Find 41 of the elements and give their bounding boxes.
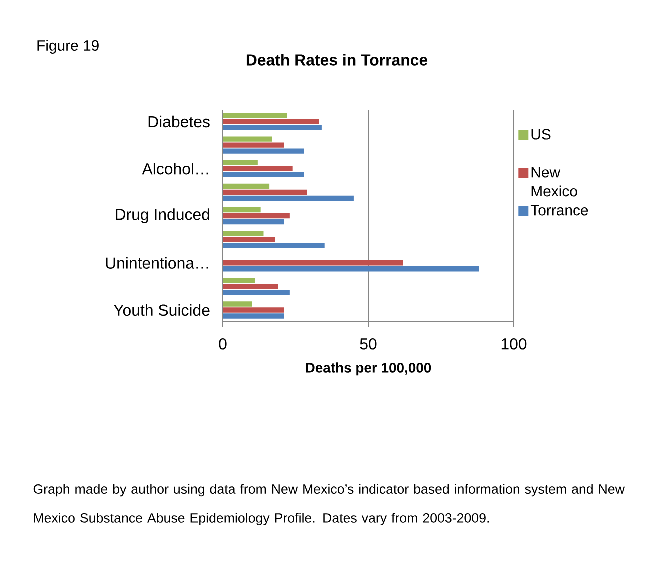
- bar: [223, 190, 308, 196]
- y-tick-label: Youth Suicide: [114, 304, 210, 316]
- legend-label: US: [532, 129, 551, 140]
- bar: [223, 290, 290, 296]
- bar: [223, 125, 322, 130]
- x-tick-label: 50: [360, 338, 377, 350]
- bar: [223, 160, 258, 166]
- bar: [223, 207, 261, 213]
- bar: [223, 136, 272, 142]
- y-tick-label: Diabetes: [148, 116, 210, 128]
- bar: [223, 302, 252, 307]
- bar: [223, 196, 354, 202]
- bar: [223, 213, 290, 219]
- bar: [223, 148, 304, 154]
- bar: [223, 278, 256, 284]
- x-tick-label: 100: [502, 338, 527, 350]
- y-tick-label: Alcohol…: [142, 163, 208, 175]
- bar: [223, 184, 270, 190]
- legend-label: Torrance: [530, 205, 588, 216]
- bar: [223, 266, 480, 272]
- y-tick-label: Drug Induced: [116, 208, 210, 224]
- bar: [223, 230, 264, 236]
- bar: [223, 172, 304, 178]
- bar: [223, 308, 284, 313]
- caption: Figure 19: [38, 40, 99, 54]
- bar: [223, 113, 288, 118]
- bar: [223, 260, 404, 266]
- x-axis-title: Deaths per 100,000: [306, 362, 432, 376]
- x-tick-label: 0: [219, 338, 227, 350]
- bar: [223, 314, 284, 319]
- bar: [223, 142, 284, 148]
- bar: [223, 119, 320, 124]
- text: Graph made by author using data from New Mexico’s indicator based information system and New Mexico Substance Abuse Epidemiology Profile. Dates vary from 2003-2009.: [34, 484, 626, 526]
- legend-label: New Mexico: [532, 167, 578, 197]
- bar: [223, 166, 293, 172]
- chart-title: Death Rates in Torrance: [246, 54, 428, 66]
- bar: [223, 242, 325, 248]
- y-tick-label: Unintentiona…: [106, 257, 208, 269]
- bar: [223, 219, 284, 225]
- bar: [223, 284, 278, 290]
- bar: [223, 236, 276, 242]
